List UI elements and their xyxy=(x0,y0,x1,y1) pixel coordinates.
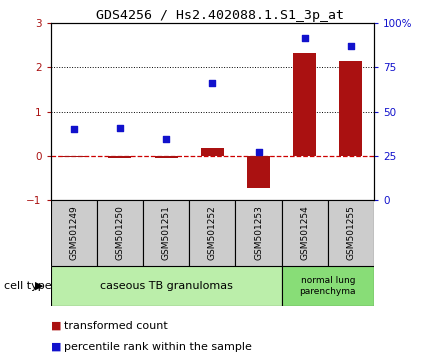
Point xyxy=(348,43,355,49)
Text: GSM501250: GSM501250 xyxy=(115,205,125,260)
Bar xyxy=(247,156,270,188)
Text: GSM501251: GSM501251 xyxy=(161,205,171,260)
Bar xyxy=(189,200,235,266)
Text: normal lung
parenchyma: normal lung parenchyma xyxy=(300,276,356,296)
Point xyxy=(163,136,170,142)
Bar xyxy=(62,156,85,157)
Bar xyxy=(108,156,132,158)
Bar xyxy=(201,148,224,156)
Text: ■: ■ xyxy=(51,342,61,352)
Bar xyxy=(143,200,189,266)
Point xyxy=(116,125,123,131)
Text: GSM501252: GSM501252 xyxy=(208,205,217,260)
Bar xyxy=(339,61,363,156)
Bar xyxy=(328,200,374,266)
Bar xyxy=(97,200,143,266)
Text: GSM501254: GSM501254 xyxy=(300,205,309,260)
Bar xyxy=(51,266,282,306)
Text: caseous TB granulomas: caseous TB granulomas xyxy=(100,281,232,291)
Text: cell type: cell type xyxy=(4,281,52,291)
Text: percentile rank within the sample: percentile rank within the sample xyxy=(64,342,252,352)
Text: GSM501253: GSM501253 xyxy=(254,205,263,260)
Bar xyxy=(282,200,328,266)
Text: ■: ■ xyxy=(51,321,61,331)
Bar xyxy=(51,200,97,266)
Point xyxy=(301,36,308,41)
Bar xyxy=(293,53,316,156)
Bar xyxy=(282,266,374,306)
Point xyxy=(70,126,77,132)
Text: ▶: ▶ xyxy=(35,281,44,291)
Bar xyxy=(235,200,282,266)
Text: GDS4256 / Hs2.402088.1.S1_3p_at: GDS4256 / Hs2.402088.1.S1_3p_at xyxy=(96,9,344,22)
Point xyxy=(255,149,262,155)
Text: GSM501255: GSM501255 xyxy=(346,205,356,260)
Text: GSM501249: GSM501249 xyxy=(69,205,78,260)
Point xyxy=(209,80,216,86)
Text: transformed count: transformed count xyxy=(64,321,168,331)
Bar xyxy=(154,156,178,159)
